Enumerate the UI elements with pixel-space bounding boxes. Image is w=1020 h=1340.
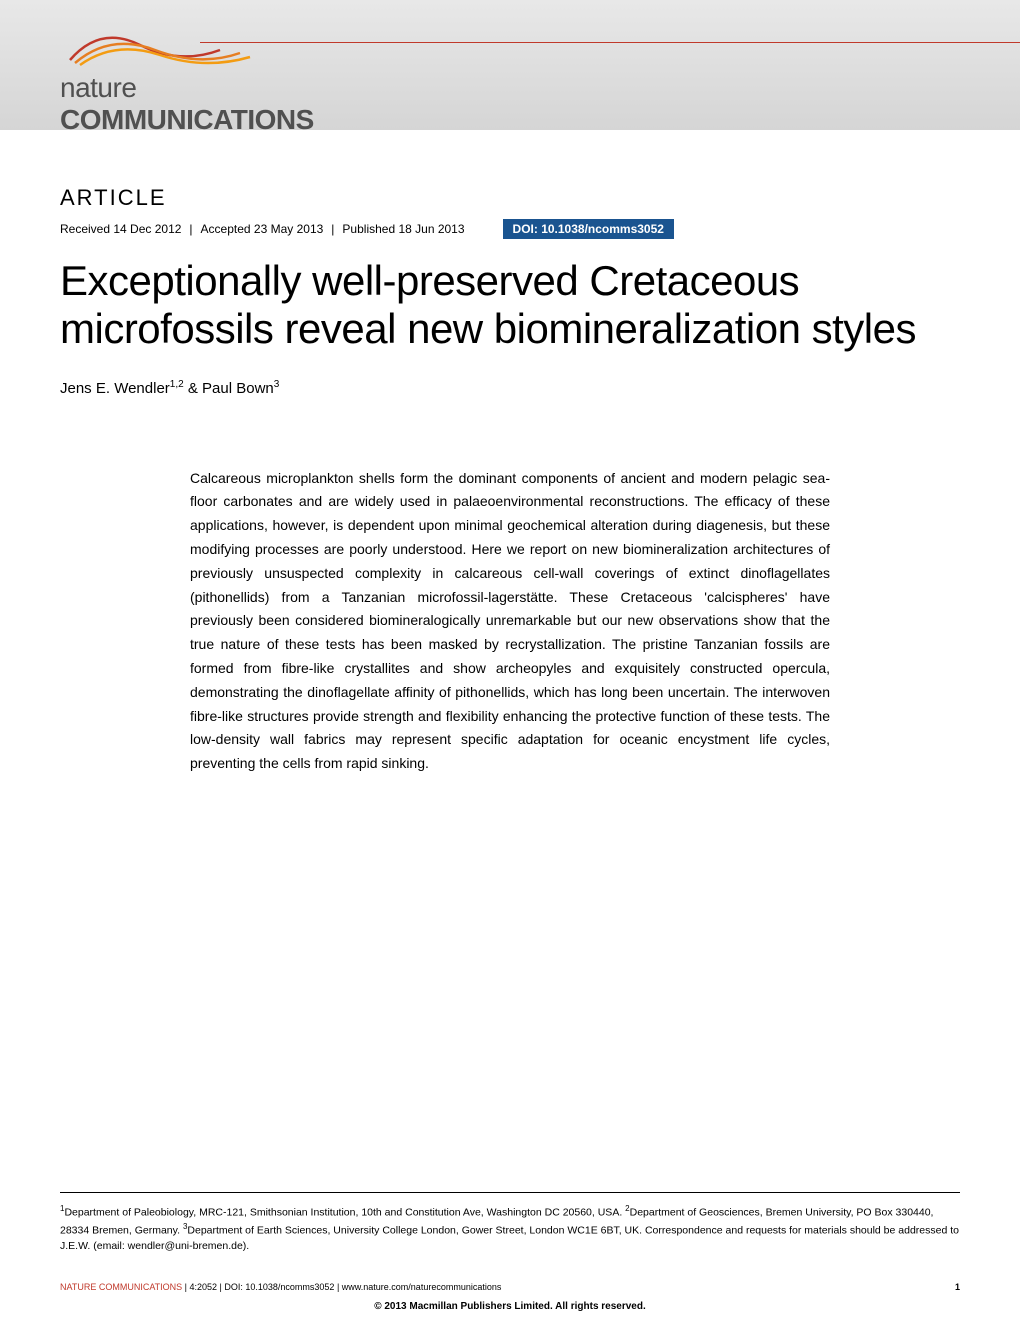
meta-separator: | [331,222,334,236]
author-2-name: Paul Bown [202,380,274,397]
author-separator: & [184,380,202,397]
article-title: Exceptionally well-preserved Cretaceous … [60,257,960,354]
citation-journal: NATURE COMMUNICATIONS [60,1282,182,1292]
logo-line1: nature [60,72,136,103]
accepted-date: Accepted 23 May 2013 [201,222,324,236]
logo-swoosh-icon [60,15,300,75]
article-type-label: ARTICLE [60,185,960,211]
received-date: Received 14 Dec 2012 [60,222,181,236]
author-2-affiliation-sup: 3 [274,379,280,390]
page-number: 1 [955,1282,960,1292]
header-banner: nature COMMUNICATIONS [0,0,1020,130]
journal-logo: nature COMMUNICATIONS [60,15,314,130]
affiliation-3-text: Department of Earth Sciences, University… [60,1225,959,1253]
meta-separator: | [189,222,192,236]
author-1-name: Jens E. Wendler [60,380,170,397]
logo-line2: COMMUNICATIONS [60,104,314,130]
citation-details: | 4:2052 | DOI: 10.1038/ncomms3052 | www… [182,1282,501,1292]
citation-line: NATURE COMMUNICATIONS | 4:2052 | DOI: 10… [60,1282,501,1292]
published-date: Published 18 Jun 2013 [342,222,464,236]
affiliations-footer: 1Department of Paleobiology, MRC-121, Sm… [60,1192,960,1255]
author-list: Jens E. Wendler1,2 & Paul Bown3 [60,379,960,397]
header-red-line [200,42,1020,43]
doi-badge[interactable]: DOI: 10.1038/ncomms3052 [503,219,674,239]
article-metadata-row: Received 14 Dec 2012 | Accepted 23 May 2… [60,219,960,239]
citation-footer: NATURE COMMUNICATIONS | 4:2052 | DOI: 10… [60,1282,960,1292]
logo-text: nature COMMUNICATIONS [60,72,314,130]
author-1-affiliation-sup: 1,2 [170,379,184,390]
article-content: ARTICLE Received 14 Dec 2012 | Accepted … [0,130,1020,776]
article-abstract: Calcareous microplankton shells form the… [190,467,830,776]
affiliation-1-text: Department of Paleobiology, MRC-121, Smi… [64,1206,625,1218]
copyright-footer: © 2013 Macmillan Publishers Limited. All… [0,1301,1020,1312]
